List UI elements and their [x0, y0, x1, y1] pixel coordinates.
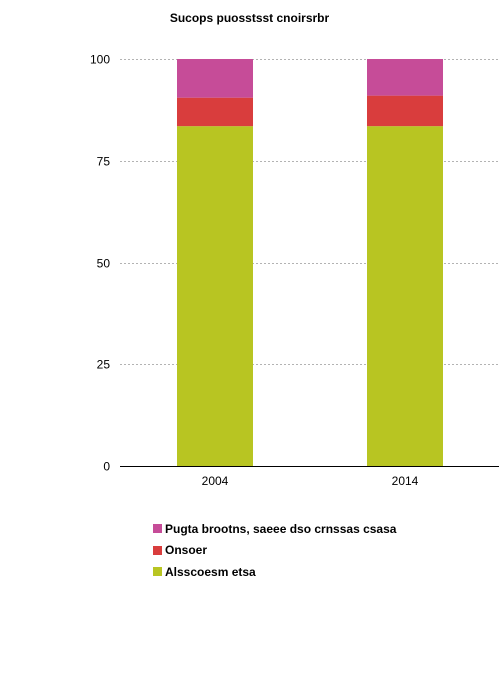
- bar-segment: [177, 59, 253, 98]
- chart-title: Sucops puosstsst cnoirsrbr: [0, 11, 499, 25]
- bar-segment: [177, 97, 253, 127]
- chart-title-text: Sucops puosstsst cnoirsrbr: [169, 11, 330, 25]
- legend-item: Onsoer: [153, 540, 396, 562]
- chart-legend: Pugta brootns, saeee dso crnssas csasa On…: [153, 518, 396, 583]
- x-tick-label: 2004: [202, 474, 229, 488]
- bar-segment: [367, 59, 443, 96]
- legend-swatch: [153, 567, 162, 577]
- bar-segment: [177, 126, 253, 466]
- legend-item: Alsscoesm etsa: [153, 561, 396, 583]
- legend-label: Pugta brootns, saeee dso crnssas csasa: [165, 521, 397, 536]
- y-tick-label: 50: [97, 257, 111, 271]
- legend-label: Alsscoesm etsa: [165, 564, 256, 579]
- bar-segment: [367, 126, 443, 466]
- y-tick-label: 25: [97, 358, 111, 372]
- legend-label: Onsoer: [165, 543, 208, 558]
- y-tick-label: 100: [90, 53, 110, 67]
- legend-swatch: [153, 524, 162, 534]
- bar-segment: [367, 95, 443, 127]
- legend-item: Pugta brootns, saeee dso crnssas csasa: [153, 518, 396, 540]
- x-tick-label: 2014: [392, 474, 419, 488]
- y-tick-label: 0: [103, 460, 110, 474]
- y-tick-label: 75: [97, 155, 111, 169]
- legend-swatch: [153, 545, 162, 555]
